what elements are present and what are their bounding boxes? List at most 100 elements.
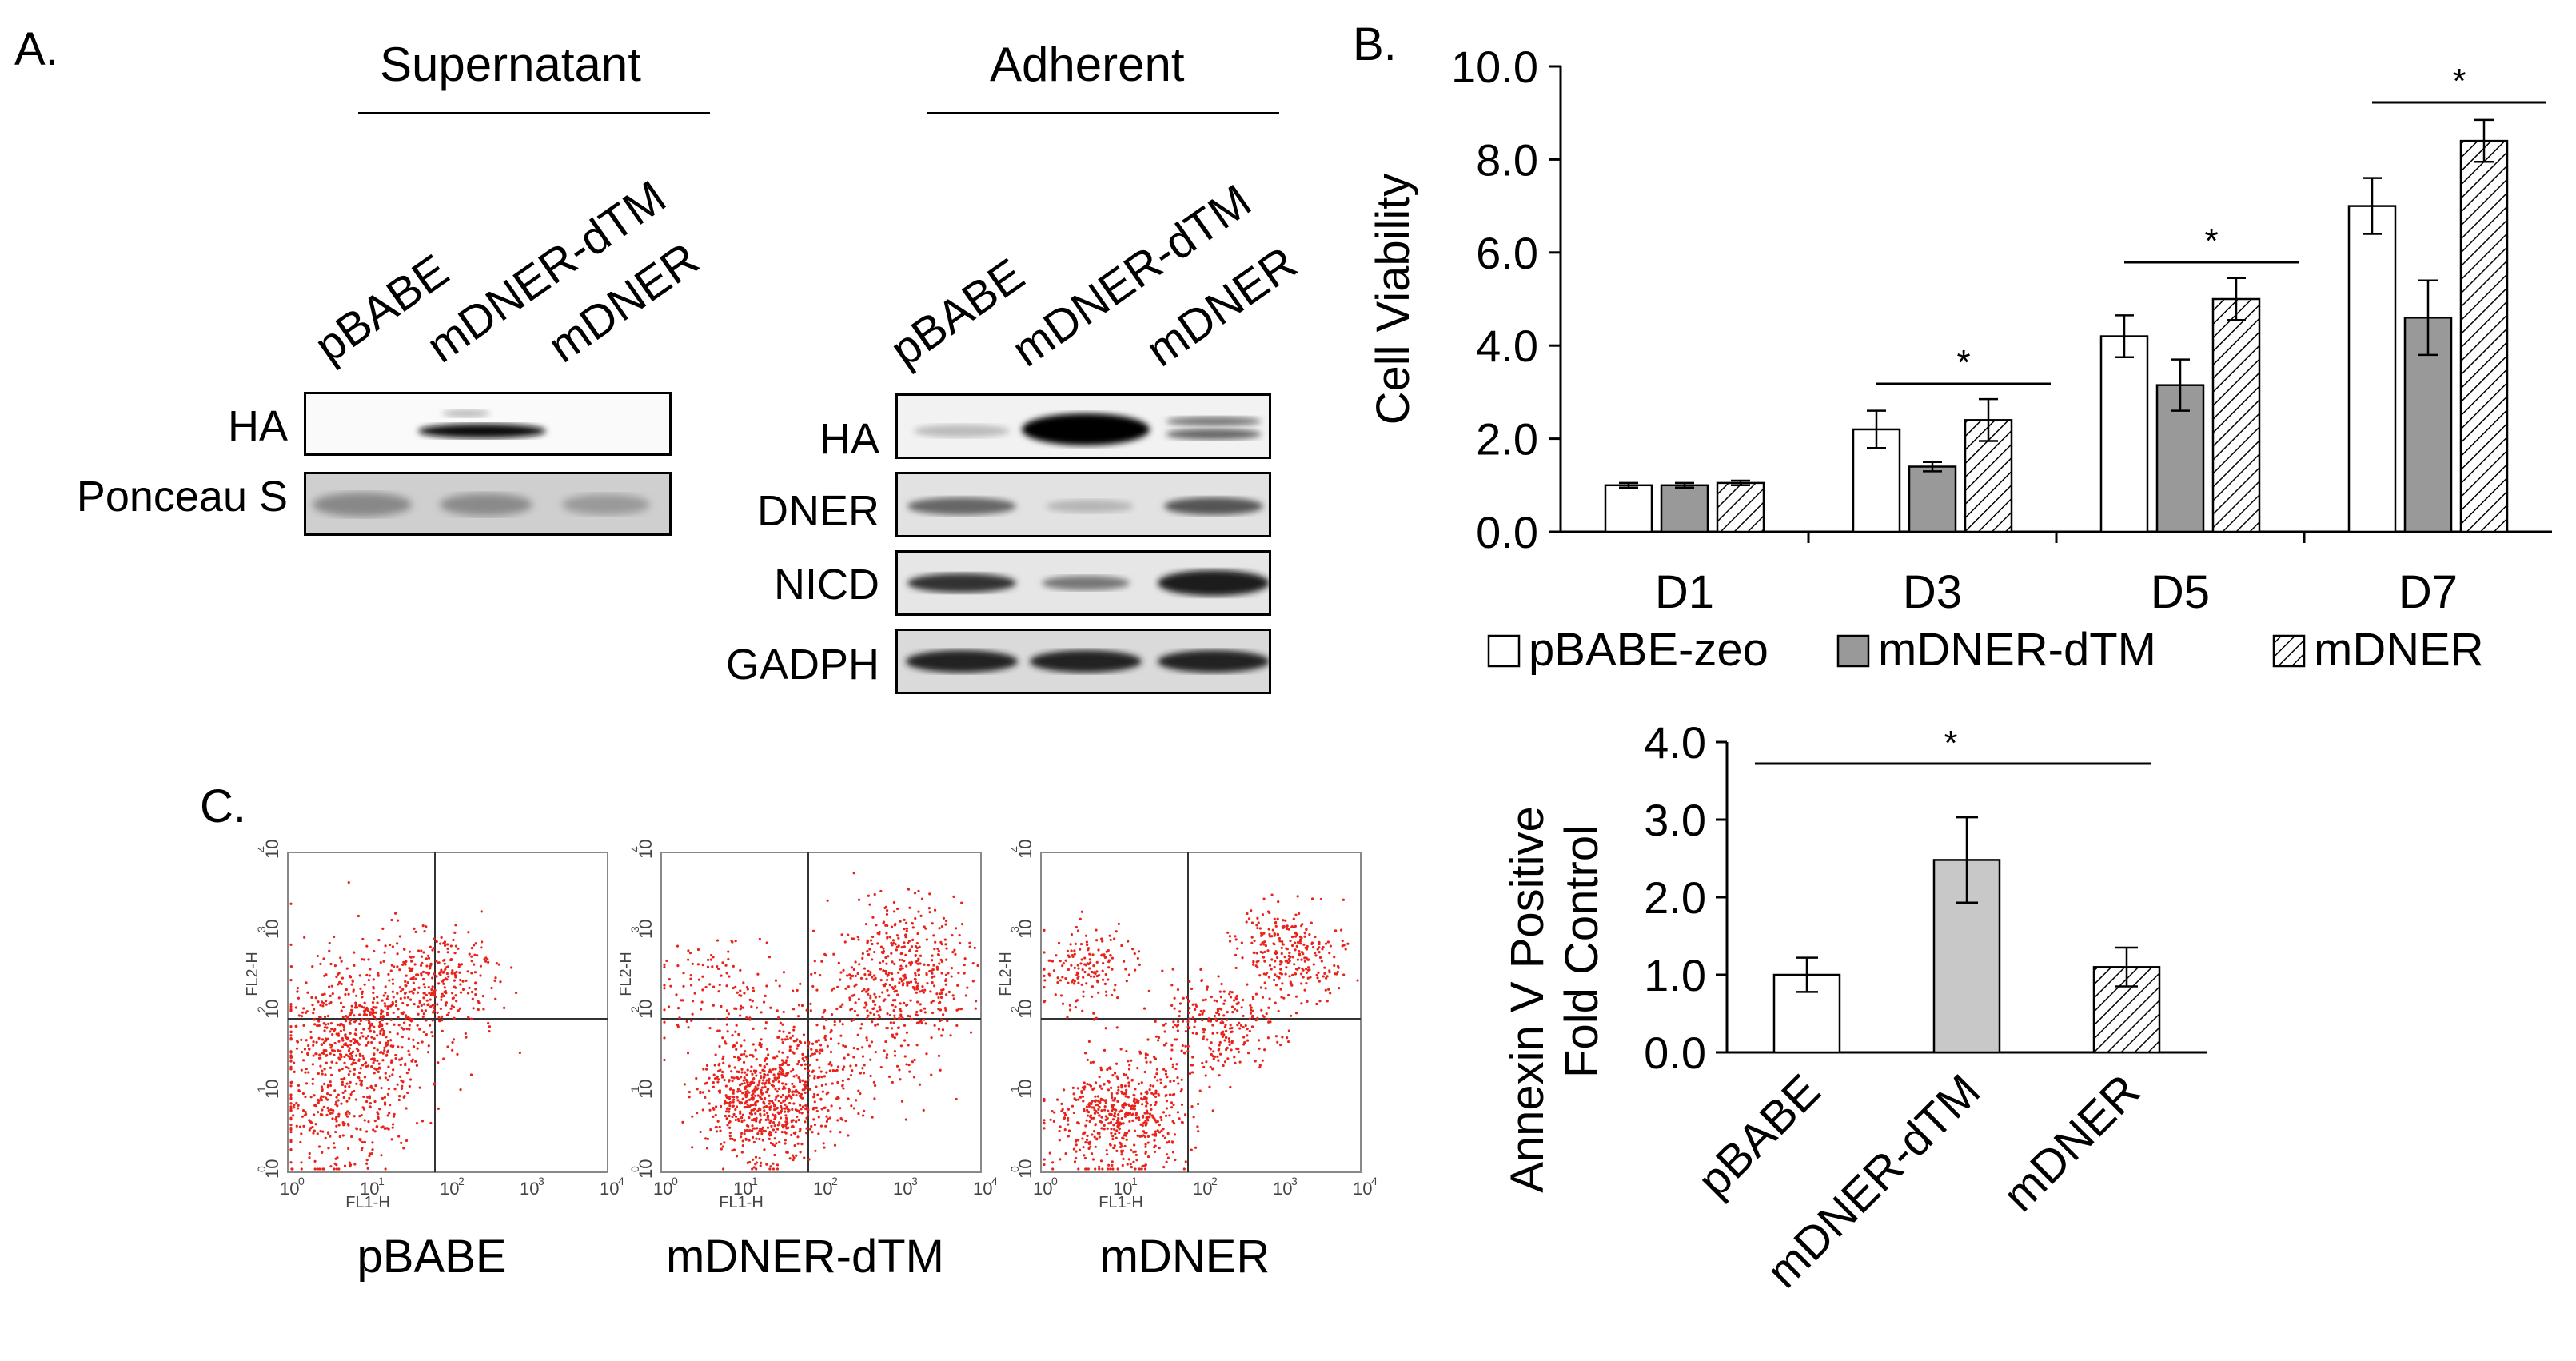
flow-event	[372, 978, 375, 981]
flow-event	[785, 1074, 789, 1077]
flow-event	[935, 968, 939, 971]
flow-event	[417, 986, 421, 989]
flow-event	[1153, 1150, 1157, 1154]
flow-event	[1126, 1163, 1129, 1166]
flow-event	[915, 941, 919, 945]
flow-event	[939, 1000, 942, 1004]
flow-event	[292, 1114, 295, 1117]
flow-event	[1066, 949, 1070, 952]
flow-event	[314, 1123, 317, 1126]
flow-event	[741, 1113, 744, 1116]
flow-event	[423, 986, 427, 989]
flow-event	[1248, 1017, 1251, 1020]
flow-event	[1156, 1129, 1159, 1132]
flow-event	[428, 992, 431, 995]
flow-event	[752, 1098, 755, 1101]
flow-event	[903, 927, 906, 931]
flow-event	[337, 1048, 340, 1052]
flow-event	[1104, 1027, 1107, 1030]
sup-ponceau-blot	[304, 472, 672, 536]
flow-event	[355, 1006, 359, 1009]
flow-event	[313, 1159, 317, 1163]
flow-event	[1264, 972, 1268, 976]
flow-event	[487, 960, 490, 964]
flow-event	[1277, 1009, 1280, 1013]
flow-event	[1075, 1156, 1078, 1160]
flow-event	[1104, 990, 1108, 993]
flow-event	[466, 970, 469, 973]
flow-event	[421, 977, 425, 981]
flow-event	[883, 998, 887, 1001]
flow-event	[1258, 1064, 1262, 1067]
flow-event	[1168, 1114, 1171, 1117]
flow-event	[1201, 1012, 1204, 1015]
flow-event	[1167, 1140, 1171, 1143]
flow-event	[464, 1032, 467, 1036]
flow-event	[289, 1059, 293, 1062]
flow-event	[882, 920, 886, 924]
flow-event	[712, 1073, 716, 1076]
flow-event	[944, 978, 947, 981]
flow-event	[823, 1106, 827, 1109]
flow-event	[1140, 1081, 1143, 1084]
flow-event	[473, 971, 477, 974]
x-tick-label: D1	[1655, 566, 1714, 618]
flow-event	[1043, 1000, 1047, 1003]
flow-event	[759, 1071, 762, 1075]
flow-event	[1173, 1133, 1177, 1136]
flow-event	[357, 1076, 361, 1080]
flow-event	[480, 910, 483, 913]
flow-event	[1055, 1098, 1059, 1101]
flow-event	[325, 1098, 329, 1101]
flow-event	[785, 1035, 788, 1038]
flow-event	[1115, 1092, 1119, 1095]
flow-event	[925, 1052, 928, 1056]
flow-event	[347, 1073, 350, 1076]
flow-event	[358, 974, 361, 977]
flow-event	[898, 981, 901, 984]
flow-event	[918, 1083, 922, 1086]
x-axis-label: FL1-H	[719, 1194, 764, 1211]
flow-event	[1206, 985, 1209, 988]
flow-event	[1197, 1102, 1200, 1106]
flow-event	[289, 1105, 293, 1108]
flow-event	[863, 967, 867, 970]
flow-event	[1271, 928, 1274, 932]
flow-event	[1117, 1112, 1120, 1116]
flow-event	[813, 1092, 816, 1096]
flow-event	[1318, 951, 1321, 954]
flow-event	[748, 1139, 751, 1142]
flow-event	[337, 1056, 341, 1060]
flow-event	[357, 1043, 361, 1046]
flow-event	[691, 1000, 695, 1003]
flow-event	[429, 967, 432, 970]
adh-ha-blot	[895, 393, 1271, 459]
x-tick-label: 10	[360, 1179, 379, 1199]
flow-event	[1176, 1076, 1179, 1080]
flow-event	[810, 1048, 813, 1051]
flow-event	[1100, 1116, 1103, 1119]
flow-event	[1246, 1034, 1249, 1037]
flow-event	[1180, 1088, 1183, 1092]
flow-event	[1220, 1018, 1224, 1021]
flow-event	[392, 1011, 395, 1015]
adh-gadph-blot	[895, 629, 1271, 694]
flow-event	[341, 1091, 345, 1094]
flow-event	[893, 990, 896, 993]
flow-event	[964, 994, 967, 997]
flow-event	[1338, 987, 1341, 990]
flow-event	[725, 972, 728, 975]
flow-event	[820, 960, 823, 963]
flow-event	[1246, 983, 1249, 986]
flow-event	[347, 1147, 350, 1151]
flow-event	[386, 1078, 389, 1081]
flow-event	[454, 944, 458, 948]
flow-event	[1043, 1163, 1046, 1167]
flow-event	[923, 1007, 927, 1010]
flow-event	[725, 1107, 729, 1111]
flow-event	[457, 947, 460, 950]
flow-event	[1165, 1100, 1169, 1103]
flow-event	[773, 1076, 776, 1080]
flow-event	[322, 1105, 325, 1108]
x-tick-label: 10	[1193, 1179, 1212, 1199]
